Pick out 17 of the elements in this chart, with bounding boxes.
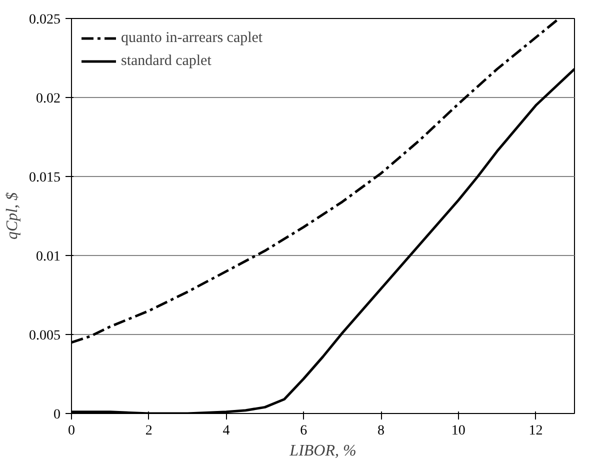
legend-label: quanto in-arrears caplet	[121, 30, 263, 46]
y-tick-label: 0.015	[29, 170, 60, 186]
legend-label: standard caplet	[121, 52, 212, 70]
x-tick-label: 2	[145, 424, 152, 438]
y-tick-label: 0.025	[29, 12, 60, 28]
x-tick-label: 6	[300, 424, 308, 438]
x-tick-label: 8	[378, 424, 385, 438]
y-tick-label: 0.01	[36, 250, 60, 264]
y-tick-label: 0.02	[36, 92, 60, 106]
x-tick-label: 12	[528, 424, 543, 438]
x-tick-label: 4	[222, 424, 230, 438]
x-axis-title: LIBOR, %	[288, 442, 356, 460]
y-tick-label: 0.005	[29, 328, 60, 344]
x-tick-label: 0	[68, 424, 75, 438]
y-tick-label: 0	[54, 408, 60, 422]
x-tick-label: 10	[451, 424, 466, 438]
y-axis-title: qCpl, $	[4, 192, 21, 240]
